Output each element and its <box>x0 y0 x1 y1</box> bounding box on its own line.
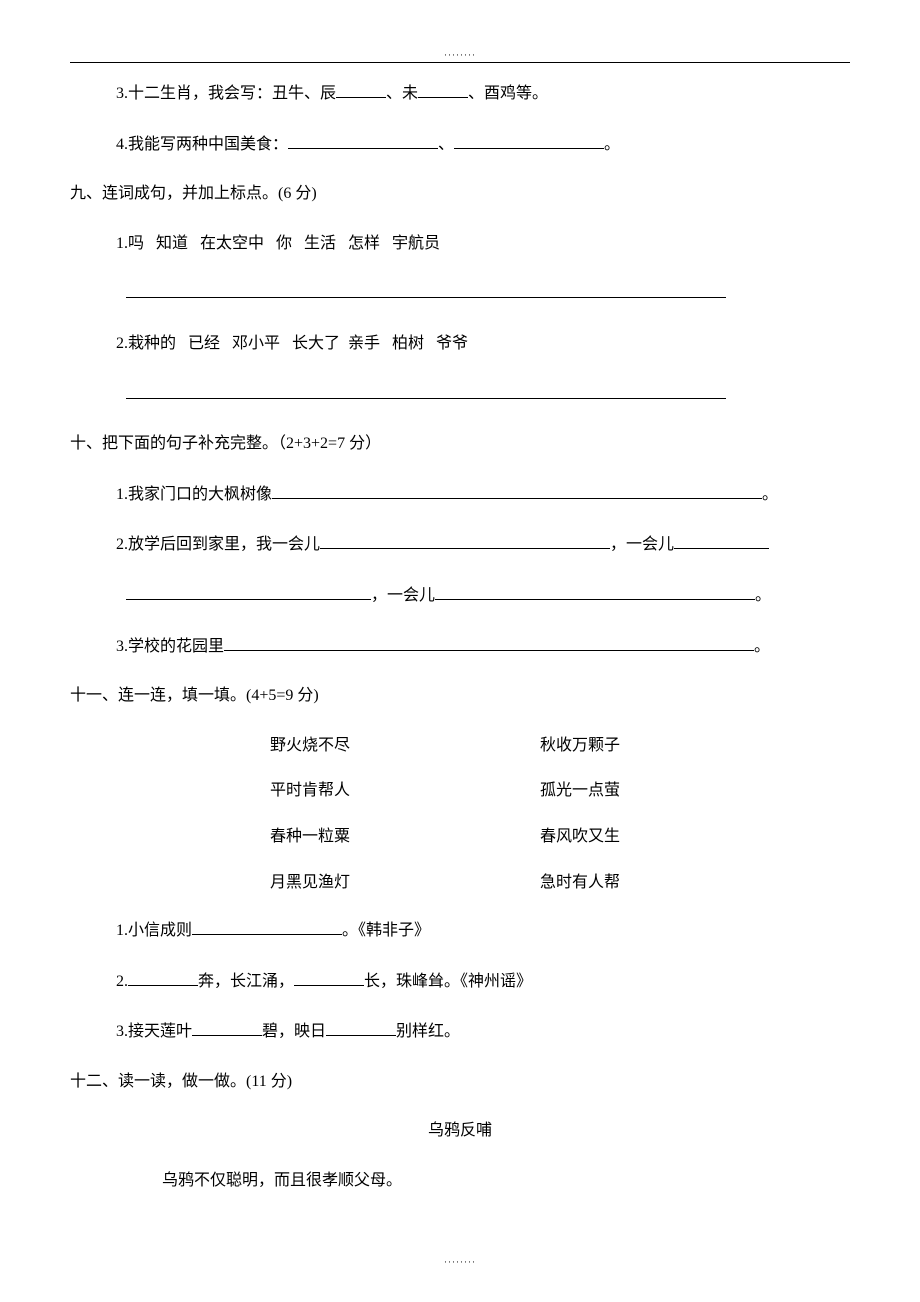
blank <box>336 80 386 98</box>
section11-fill2: 2. 奔，长江涌， 长，珠峰耸。《神州谣》 <box>70 968 850 995</box>
q4-end: 。 <box>604 136 620 153</box>
match-left: 平时肯帮人 <box>270 778 540 804</box>
blank-line <box>126 381 726 399</box>
document-content: 3.十二生肖，我会写：丑牛、辰、未、酉鸡等。 4.我能写两种中国美食：、。 九、… <box>70 80 850 1194</box>
match-right: 急时有人帮 <box>540 870 850 896</box>
blank <box>192 917 342 935</box>
q3-text3: 、酉鸡等。 <box>468 85 548 102</box>
s10-i3-end: 。 <box>754 638 770 655</box>
s10-i2-prefix: 2.放学后回到家里，我一会儿 <box>116 536 320 553</box>
q4: 4.我能写两种中国美食： 、 。 <box>70 131 850 158</box>
match-right: 春风吹又生 <box>540 824 850 850</box>
section10-item2-line2: ，一会儿 。 <box>70 582 850 609</box>
section9-item1: 1.吗 知道 在太空中 你 生活 怎样 宇航员 <box>70 231 850 257</box>
section9-blank2 <box>70 381 850 408</box>
blank <box>418 80 468 98</box>
s11-f1-prefix: 1.小信成则 <box>116 922 192 939</box>
blank <box>272 481 762 499</box>
blank <box>454 131 604 149</box>
footer-dots: ········ <box>0 1257 920 1267</box>
match-right: 秋收万颗子 <box>540 733 850 759</box>
blank <box>224 633 754 651</box>
blank <box>435 582 755 600</box>
section10-item2-line1: 2.放学后回到家里，我一会儿 ，一会儿 <box>70 531 850 558</box>
section9-blank1 <box>70 280 850 307</box>
s11-f2-p3: 长，珠峰耸。《神州谣》 <box>364 973 532 990</box>
s11-f2-p2: 奔，长江涌， <box>198 973 294 990</box>
s11-f2-p1: 2. <box>116 973 128 990</box>
q3: 3.十二生肖，我会写：丑牛、辰 、未 、酉鸡等。 <box>70 80 850 107</box>
blank <box>326 1018 396 1036</box>
blank <box>294 968 364 986</box>
s10-i2-mid2: ，一会儿 <box>371 587 435 604</box>
s10-i1-prefix: 1.我家门口的大枫树像 <box>116 486 272 503</box>
match-row-4: 月黑见渔灯 急时有人帮 <box>70 870 850 896</box>
s11-f1-end: 。《韩非子》 <box>342 922 430 939</box>
match-left: 春种一粒粟 <box>270 824 540 850</box>
match-left: 野火烧不尽 <box>270 733 540 759</box>
blank <box>288 131 438 149</box>
s10-i2-mid1: ，一会儿 <box>610 536 674 553</box>
section12-title: 乌鸦反哺 <box>70 1118 850 1144</box>
blank <box>128 968 198 986</box>
match-row-3: 春种一粒粟 春风吹又生 <box>70 824 850 850</box>
s10-i3-prefix: 3.学校的花园里 <box>116 638 224 655</box>
section11-fill1: 1.小信成则 。《韩非子》 <box>70 917 850 944</box>
q4-sep: 、 <box>438 136 454 153</box>
blank <box>674 531 769 549</box>
header-line <box>70 62 850 63</box>
section12-header: 十二、读一读，做一做。(11 分) <box>70 1069 850 1095</box>
s10-i2-end: 。 <box>755 587 771 604</box>
match-row-1: 野火烧不尽 秋收万颗子 <box>70 733 850 759</box>
section12-para1: 乌鸦不仅聪明，而且很孝顺父母。 <box>70 1168 850 1194</box>
match-left: 月黑见渔灯 <box>270 870 540 896</box>
blank <box>126 582 371 600</box>
q3-text1: 3.十二生肖，我会写：丑牛、辰 <box>116 85 336 102</box>
match-row-2: 平时肯帮人 孤光一点萤 <box>70 778 850 804</box>
section10-header: 十、把下面的句子补充完整。（2+3+2=7 分） <box>70 431 850 457</box>
section10-item1: 1.我家门口的大枫树像 。 <box>70 481 850 508</box>
section9-item2: 2.栽种的 已经 邓小平 长大了 亲手 柏树 爷爷 <box>70 331 850 357</box>
blank <box>192 1018 262 1036</box>
section11-fill3: 3.接天莲叶 碧，映日 别样红。 <box>70 1018 850 1045</box>
s11-f3-p3: 别样红。 <box>396 1023 460 1040</box>
section11-header: 十一、连一连，填一填。(4+5=9 分) <box>70 683 850 709</box>
match-right: 孤光一点萤 <box>540 778 850 804</box>
q4-text1: 4.我能写两种中国美食： <box>116 136 288 153</box>
header-dots: ········ <box>0 50 920 60</box>
blank <box>320 531 610 549</box>
s11-f3-p1: 3.接天莲叶 <box>116 1023 192 1040</box>
q3-text2: 、未 <box>386 85 418 102</box>
s10-i1-end: 。 <box>762 486 778 503</box>
section10-item3: 3.学校的花园里 。 <box>70 633 850 660</box>
blank-line <box>126 280 726 298</box>
s11-f3-p2: 碧，映日 <box>262 1023 326 1040</box>
section9-header: 九、连词成句，并加上标点。(6 分) <box>70 181 850 207</box>
